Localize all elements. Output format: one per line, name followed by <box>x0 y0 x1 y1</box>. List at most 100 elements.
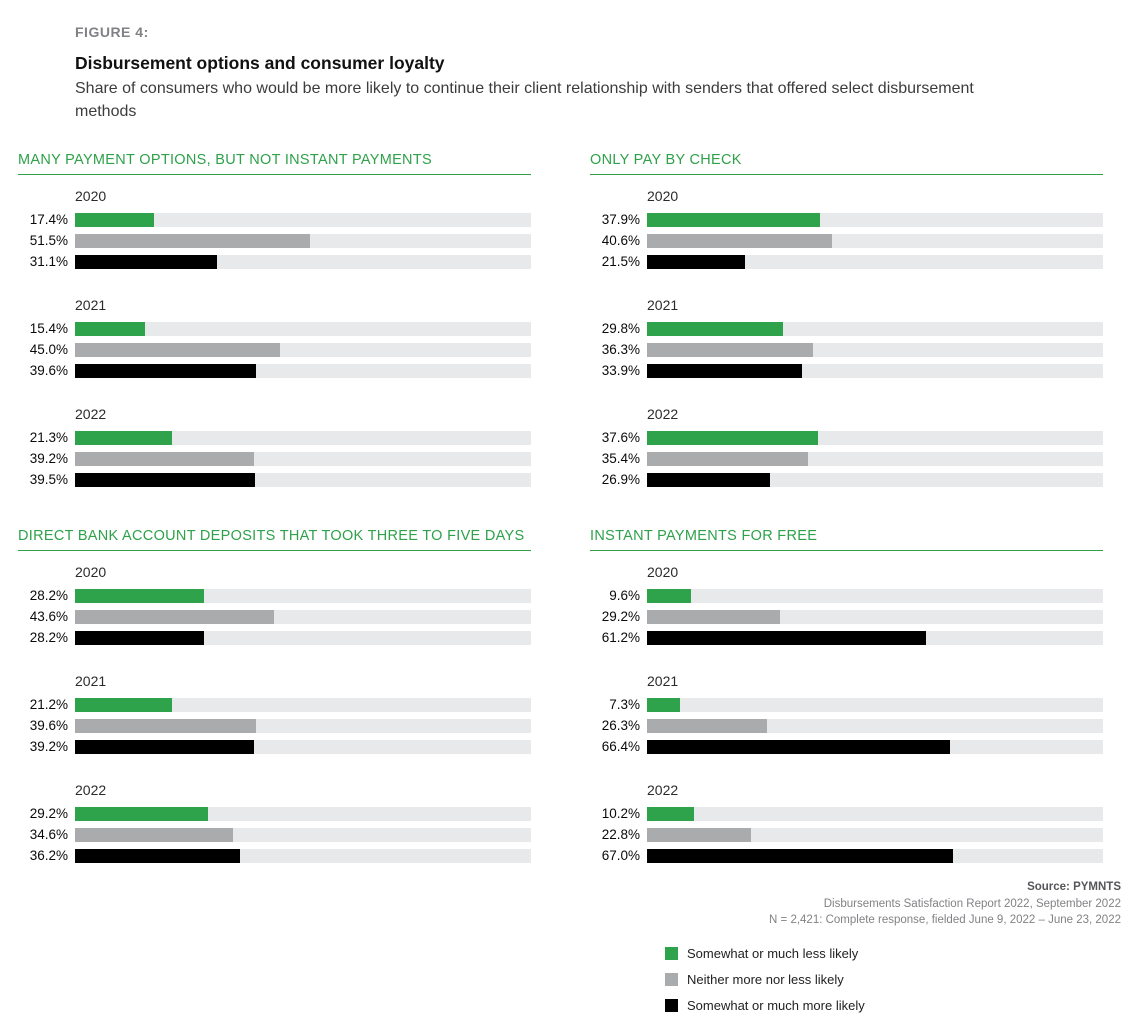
value-label: 43.6% <box>29 609 68 625</box>
bar-track <box>75 451 531 466</box>
panel-only-pay-by-check: ONLY PAY BY CHECK 2020 37.9% 40.6% 21.5% 2021… <box>590 149 1103 487</box>
value-label: 45.0% <box>29 342 68 358</box>
bar-row: 10.2% <box>590 806 1103 821</box>
year-label: 2022 <box>75 782 107 799</box>
bar-row: 21.2% <box>18 697 531 712</box>
panel-many-payment-options-not-instant: MANY PAYMENT OPTIONS, BUT NOT INSTANT PA… <box>18 149 531 487</box>
legend-label: Somewhat or much more likely <box>687 997 865 1013</box>
value-label: 51.5% <box>29 233 68 249</box>
year-group-2022: 2022 21.3% 39.2% 39.5% <box>18 406 531 487</box>
bar-fill <box>647 630 927 645</box>
bar-row: 61.2% <box>590 630 1103 645</box>
bar-row: 31.1% <box>18 254 531 269</box>
bar-fill <box>75 451 254 466</box>
value-label: 39.6% <box>29 718 68 734</box>
bar-fill <box>75 212 155 227</box>
year-group-2020: 2020 28.2% 43.6% 28.2% <box>18 564 531 645</box>
value-label: 37.6% <box>601 430 640 446</box>
bar-track <box>647 212 1103 227</box>
value-label: 21.2% <box>29 697 68 713</box>
bar-row: 36.2% <box>18 848 531 863</box>
bar-track <box>647 254 1103 269</box>
bar-row: 51.5% <box>18 233 531 248</box>
bar-row: 7.3% <box>590 697 1103 712</box>
value-label: 39.2% <box>29 451 68 467</box>
bar-fill <box>75 697 172 712</box>
value-label: 31.1% <box>29 254 68 270</box>
bar-row: 26.3% <box>590 718 1103 733</box>
value-label: 39.6% <box>29 363 68 379</box>
bar-fill <box>647 342 813 357</box>
value-label: 39.5% <box>29 472 68 488</box>
bar-track <box>75 363 531 378</box>
bar-fill <box>75 321 146 336</box>
bar-fill <box>75 254 217 269</box>
value-label: 26.9% <box>601 472 640 488</box>
bar-track <box>647 430 1103 445</box>
bar-row: 15.4% <box>18 321 531 336</box>
panel-direct-bank-deposits-three-to-five-days: DIRECT BANK ACCOUNT DEPOSITS THAT TOOK T… <box>18 507 531 863</box>
bar-track <box>75 718 531 733</box>
bar-track <box>647 827 1103 842</box>
value-label: 7.3% <box>609 697 640 713</box>
value-label: 21.5% <box>601 254 640 270</box>
bar-fill <box>75 739 254 754</box>
value-label: 33.9% <box>601 363 640 379</box>
value-label: 66.4% <box>601 739 640 755</box>
value-label: 61.2% <box>601 630 640 646</box>
year-label: 2022 <box>647 406 679 423</box>
year-label: 2020 <box>647 564 679 581</box>
year-group-2022: 2022 10.2% 22.8% 67.0% <box>590 782 1103 863</box>
bar-track <box>75 848 531 863</box>
bar-fill <box>647 827 751 842</box>
legend-item: Somewhat or much more likely <box>665 998 1121 1013</box>
legend-swatch <box>665 946 678 960</box>
bar-row: 45.0% <box>18 342 531 357</box>
bar-track <box>647 806 1103 821</box>
bar-row: 40.6% <box>590 233 1103 248</box>
bar-fill <box>75 233 310 248</box>
panel-title: MANY PAYMENT OPTIONS, BUT NOT INSTANT PA… <box>18 149 531 176</box>
year-label: 2020 <box>75 564 107 581</box>
year-label: 2021 <box>75 297 107 314</box>
value-label: 29.2% <box>29 806 68 822</box>
legend-label: Somewhat or much less likely <box>687 945 859 961</box>
figure-header: FIGURE 4: Disbursement options and consu… <box>75 24 1103 123</box>
figure-4-page: FIGURE 4: Disbursement options and consu… <box>18 24 1121 1013</box>
bar-row: 26.9% <box>590 472 1103 487</box>
bar-fill <box>647 609 781 624</box>
bar-track <box>75 472 531 487</box>
panels-grid: MANY PAYMENT OPTIONS, BUT NOT INSTANT PA… <box>18 149 1103 863</box>
bar-track <box>647 697 1103 712</box>
value-label: 10.2% <box>601 806 640 822</box>
panel-title-text: MANY PAYMENT OPTIONS, BUT NOT INSTANT PA… <box>18 151 432 168</box>
figure-subtitle: Share of consumers who would be more lik… <box>75 80 974 120</box>
bar-track <box>75 430 531 445</box>
bar-row: 43.6% <box>18 609 531 624</box>
value-label: 35.4% <box>601 451 640 467</box>
bar-fill <box>647 739 950 754</box>
value-label: 28.2% <box>29 630 68 646</box>
bar-fill <box>647 718 767 733</box>
year-label: 2022 <box>647 782 679 799</box>
bar-fill <box>75 718 256 733</box>
bar-row: 39.6% <box>18 718 531 733</box>
bar-fill <box>75 588 204 603</box>
year-label: 2022 <box>75 406 107 423</box>
bar-fill <box>647 233 833 248</box>
year-group-2021: 2021 29.8% 36.3% 33.9% <box>590 297 1103 378</box>
bar-track <box>647 451 1103 466</box>
legend-swatch <box>665 972 678 986</box>
value-label: 21.3% <box>29 430 68 446</box>
legend-label: Neither more nor less likely <box>687 971 844 987</box>
bar-track <box>75 342 531 357</box>
bar-row: 33.9% <box>590 363 1103 378</box>
bar-fill <box>647 430 819 445</box>
year-group-2020: 2020 37.9% 40.6% 21.5% <box>590 188 1103 269</box>
bar-fill <box>75 806 209 821</box>
year-group-2021: 2021 7.3% 26.3% 66.4% <box>590 673 1103 754</box>
value-label: 22.8% <box>601 827 640 843</box>
bar-track <box>75 233 531 248</box>
bar-row: 37.9% <box>590 212 1103 227</box>
bar-fill <box>75 609 274 624</box>
